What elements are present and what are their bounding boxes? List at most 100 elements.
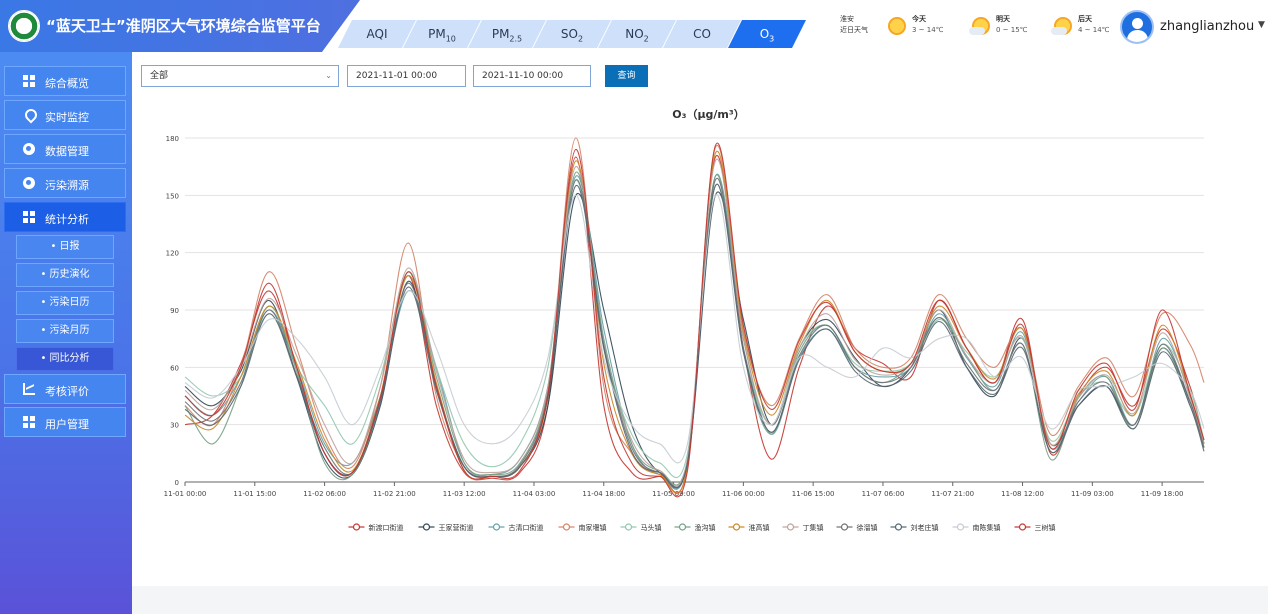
sidebar-item-5[interactable]: 统计分析	[4, 202, 126, 232]
legend-item-12: 三树镇	[1035, 523, 1056, 532]
sidebar-item-6[interactable]: 考核评价	[4, 374, 126, 404]
sun-cloud-icon	[969, 17, 990, 35]
sidebar-item-4[interactable]: 污染溯源	[4, 168, 126, 198]
series-line-10	[184, 183, 1205, 489]
x-tick-label: 11-08 12:00	[1001, 490, 1044, 498]
weather-day-name: 明天	[996, 15, 1010, 23]
sidebar-subitem-3[interactable]: • 污染日历	[16, 291, 114, 315]
legend-swatch-dot	[732, 523, 741, 531]
legend-swatch-dot	[1018, 523, 1027, 531]
tab-label: PM	[491, 27, 510, 41]
chart-title: O₃（μg/m³）	[672, 108, 744, 121]
x-tick-label: 11-01 15:00	[233, 490, 276, 498]
sidebar: 综合概览实时监控数据管理污染溯源统计分析考核评价用户管理 • 日报 • 历史演化 • …	[0, 52, 132, 614]
y-tick-label: 30	[170, 422, 179, 430]
y-tick-label: 180	[166, 135, 179, 143]
sidebar-item-label: 污染溯源	[45, 179, 89, 192]
sidebar-subitem-1[interactable]: • 日报	[16, 235, 114, 259]
sidebar-subitem-5[interactable]: • 同比分析	[16, 347, 114, 371]
legend-item-1: 新渡口街道	[369, 523, 404, 532]
y-tick-label: 150	[166, 192, 179, 200]
sidebar-subitem-4[interactable]: • 污染月历	[16, 319, 114, 343]
tab-so2[interactable]: SO2	[533, 20, 611, 48]
start-date-input[interactable]: 2021-11-01 00:00	[347, 65, 466, 87]
weather-city: 淮安	[840, 15, 854, 23]
globe-icon	[23, 177, 35, 189]
legend-swatch-dot	[624, 523, 633, 531]
sidebar-item-3[interactable]: 数据管理	[4, 134, 126, 164]
tab-aqi[interactable]: AQI	[338, 20, 416, 48]
series-line-1	[184, 154, 1205, 494]
legend-swatch-dot	[422, 523, 431, 531]
grid-icon	[23, 416, 35, 428]
legend-item-7: 淮高镇	[749, 523, 770, 532]
x-tick-label: 11-04 03:00	[513, 490, 556, 498]
sidebar-subitem-2[interactable]: • 历史演化	[16, 263, 114, 287]
tab-pm10[interactable]: PM10	[403, 20, 481, 48]
query-button[interactable]: 查询	[605, 65, 648, 87]
region-select[interactable]: 全部 ⌄	[141, 65, 339, 87]
weather-day-name: 后天	[1078, 15, 1092, 23]
chevron-down-icon[interactable]: ⌄	[325, 71, 332, 80]
brand-bar: “蓝天卫士”淮阴区大气环境综合监管平台	[0, 0, 360, 52]
sun-icon	[888, 17, 906, 35]
username[interactable]: zhanglianzhou	[1160, 19, 1255, 34]
avatar[interactable]	[1120, 10, 1154, 44]
tab-label: SO	[560, 27, 578, 41]
legend-item-4: 南家堰镇	[579, 523, 607, 532]
app-title: “蓝天卫士”淮阴区大气环境综合监管平台	[46, 17, 321, 35]
series-line-12	[184, 142, 1205, 498]
series-line-5	[184, 179, 1205, 479]
tab-label: AQI	[366, 27, 388, 41]
chevron-down-icon[interactable]: ▼	[1258, 20, 1265, 30]
tab-label: CO	[693, 27, 711, 41]
series-line-8	[184, 158, 1205, 487]
legend-swatch-dot	[956, 523, 965, 531]
tab-label-subscript: 10	[445, 34, 456, 44]
legend-item-3: 古清口街道	[509, 523, 544, 532]
y-tick-label: 120	[166, 250, 179, 258]
weather-day-temp: 0 ~ 15℃	[996, 26, 1028, 34]
legend-swatch-dot	[562, 523, 571, 531]
tab-no2[interactable]: NO2	[598, 20, 676, 48]
x-tick-label: 11-03 12:00	[443, 490, 486, 498]
weather-day-temp: 4 ~ 14℃	[1078, 26, 1110, 34]
legend-item-9: 徐溜镇	[857, 523, 878, 532]
x-tick-label: 11-02 06:00	[303, 490, 346, 498]
weather-city-block: 淮安 近日天气	[840, 14, 868, 36]
tab-co[interactable]: CO	[663, 20, 741, 48]
sidebar-item-7[interactable]: 用户管理	[4, 407, 126, 437]
x-tick-label: 11-01 00:00	[164, 490, 207, 498]
x-tick-label: 11-06 00:00	[722, 490, 765, 498]
tab-label: PM	[428, 27, 446, 41]
sidebar-item-label: 考核评价	[45, 385, 89, 398]
sidebar-item-label: 数据管理	[45, 145, 89, 158]
legend-item-10: 刘老庄镇	[911, 523, 939, 532]
x-tick-label: 11-06 15:00	[792, 490, 835, 498]
tab-pm25[interactable]: PM2.5	[468, 20, 546, 48]
tab-label-subscript: 3	[769, 34, 775, 44]
x-tick-label: 11-02 21:00	[373, 490, 416, 498]
sidebar-item-1[interactable]: 综合概览	[4, 66, 126, 96]
legend-swatch-dot	[786, 523, 795, 531]
legend-swatch-dot	[352, 523, 361, 531]
sidebar-item-2[interactable]: 实时监控	[4, 100, 126, 130]
legend-swatch-dot	[492, 523, 501, 531]
legend-item-8: 丁集镇	[803, 523, 824, 532]
end-date-input[interactable]: 2021-11-10 00:00	[473, 65, 591, 87]
series-line-3	[184, 173, 1205, 490]
tab-label-subscript: 2	[577, 34, 584, 44]
series-line-9	[184, 177, 1205, 489]
footer-strip	[132, 586, 1268, 614]
tab-o3[interactable]: O3	[728, 20, 806, 48]
sidebar-item-label: 统计分析	[45, 213, 89, 226]
line-chart-icon	[23, 383, 35, 395]
series-line-2	[184, 191, 1205, 489]
legend-item-11: 南陈集镇	[973, 523, 1001, 532]
main-panel: 全部 ⌄ 2021-11-01 00:00 2021-11-10 00:00 查…	[132, 52, 1268, 586]
x-tick-label: 11-09 18:00	[1141, 490, 1184, 498]
globe-icon	[23, 143, 35, 155]
weather-day-name: 今天	[912, 15, 926, 23]
weather-caption: 近日天气	[840, 26, 868, 34]
